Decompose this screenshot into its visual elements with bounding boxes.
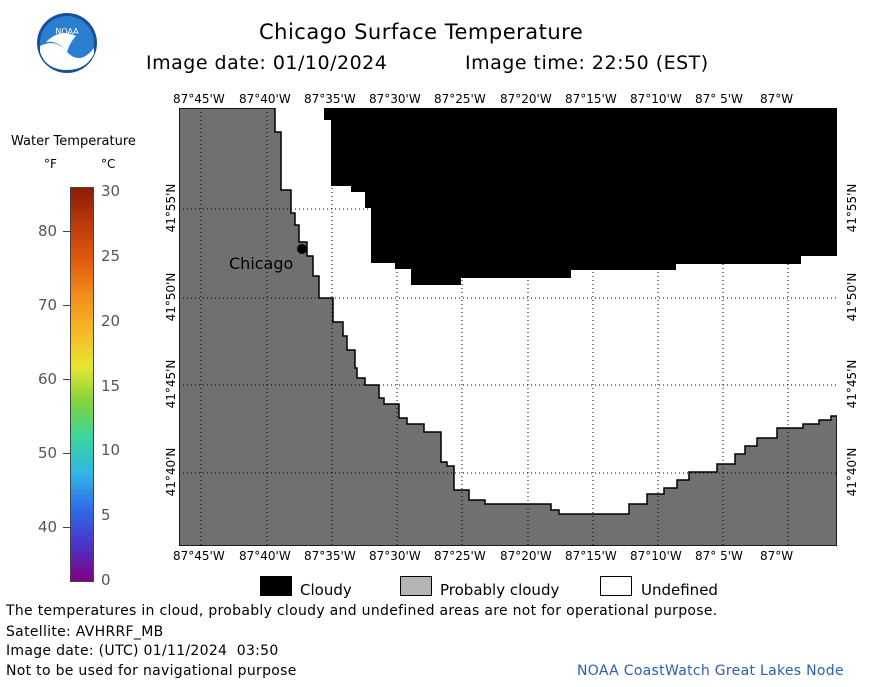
lon-label: 87°15'W: [565, 549, 617, 563]
utc-date-text: Image date: (UTC) 01/11/2024 03:50: [6, 643, 279, 659]
colorbar-gradient: [70, 187, 94, 582]
legend-label-cloudy: Cloudy: [300, 581, 352, 599]
image-time-label: Image time: 22:50 (EST): [465, 52, 709, 74]
lon-label: 87°W: [760, 549, 794, 563]
noaa-logo-icon: NOAA: [37, 13, 97, 73]
lon-label: 87°15'W: [565, 92, 617, 106]
colorbar-tick-c: 10: [101, 441, 121, 460]
lon-label: 87°20'W: [500, 549, 552, 563]
nav-warning-text: Not to be used for navigational purpose: [6, 663, 297, 679]
chicago-marker: [297, 244, 307, 254]
lon-label: 87° 5'W: [695, 92, 743, 106]
lat-label: 41°50'N: [164, 272, 178, 322]
colorbar-tick-c: 20: [101, 311, 121, 330]
colorbar-tick-f: 70: [38, 296, 58, 314]
colorbar-tick-mark: [63, 527, 70, 528]
disclaimer-text: The temperatures in cloud, probably clou…: [6, 603, 718, 619]
lon-label: 87°10'W: [630, 92, 682, 106]
legend-label-probably-cloudy: Probably cloudy: [440, 581, 560, 599]
colorbar-tick-c: 15: [101, 376, 121, 395]
colorbar-tick-c: 25: [101, 246, 121, 265]
noaa-logo: NOAA: [36, 12, 98, 74]
image-date-label: Image date: 01/10/2024: [146, 52, 388, 74]
lat-label: 41°55'N: [845, 183, 859, 233]
colorbar-unit-c: °C: [101, 157, 116, 171]
lat-label: 41°45'N: [164, 359, 178, 409]
colorbar-tick-c: 0: [101, 571, 111, 589]
colorbar-tick-f: 60: [38, 370, 58, 388]
lat-label: 41°40'N: [164, 447, 178, 497]
lat-label: 41°40'N: [845, 447, 859, 497]
colorbar-tick-c: 30: [101, 182, 121, 200]
lon-label: 87° 5'W: [695, 549, 743, 563]
legend-swatch-undefined: [600, 576, 632, 596]
lat-label: 41°55'N: [164, 183, 178, 233]
map-panel: Chicago: [178, 107, 838, 547]
colorbar-tick-mark: [63, 231, 70, 232]
lon-label: 87°30'W: [369, 549, 421, 563]
lon-label: 87°25'W: [434, 92, 486, 106]
colorbar-title: Water Temperature: [11, 134, 136, 149]
lon-label: 87°10'W: [630, 549, 682, 563]
city-label: Chicago: [229, 254, 293, 273]
credit-link[interactable]: NOAA CoastWatch Great Lakes Node: [577, 663, 844, 679]
lon-label: 87°30'W: [369, 92, 421, 106]
land-area: [178, 107, 838, 547]
page-title: Chicago Surface Temperature: [259, 20, 584, 44]
cloudy-region: [324, 108, 837, 285]
lon-label: 87°20'W: [500, 92, 552, 106]
colorbar-tick-f: 40: [38, 518, 58, 536]
lon-label: 87°45'W: [173, 92, 225, 106]
lat-label: 41°45'N: [845, 359, 859, 409]
colorbar-tick-f: 50: [38, 444, 58, 462]
graticule: [179, 108, 837, 546]
lon-label: 87°40'W: [239, 92, 291, 106]
colorbar-tick-f: 80: [38, 222, 58, 240]
legend-swatch-cloudy: [260, 576, 292, 596]
lat-label: 41°50'N: [845, 272, 859, 322]
lon-label: 87°W: [760, 92, 794, 106]
colorbar-tick-c: 5: [101, 506, 111, 525]
logo-text: NOAA: [55, 27, 79, 36]
colorbar-tick-mark: [63, 453, 70, 454]
lon-label: 87°40'W: [239, 549, 291, 563]
satellite-text: Satellite: AVHRRF_MB: [6, 624, 164, 640]
lon-label: 87°35'W: [304, 549, 356, 563]
legend-label-undefined: Undefined: [641, 581, 718, 599]
colorbar-tick-mark: [63, 305, 70, 306]
legend-swatch-probably-cloudy: [400, 576, 432, 596]
colorbar-tick-mark: [63, 379, 70, 380]
colorbar-unit-f: °F: [44, 157, 57, 171]
lon-label: 87°25'W: [434, 549, 486, 563]
lon-label: 87°35'W: [304, 92, 356, 106]
lon-label: 87°45'W: [173, 549, 225, 563]
map-svg: Chicago: [178, 107, 838, 547]
